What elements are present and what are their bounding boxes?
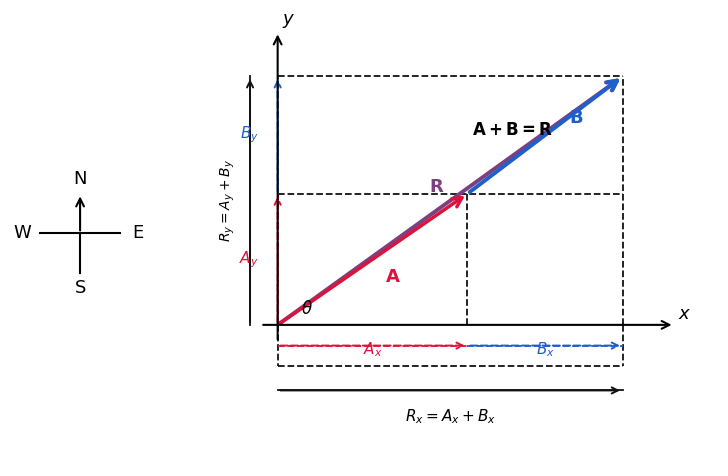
Text: $R_y = A_y + B_y$: $R_y = A_y + B_y$ bbox=[218, 159, 237, 242]
Text: $A_y$: $A_y$ bbox=[239, 249, 258, 269]
Text: $\mathbf{A + B = R}$: $\mathbf{A + B = R}$ bbox=[472, 121, 553, 139]
Text: $A_x$: $A_x$ bbox=[363, 340, 382, 359]
Text: N: N bbox=[74, 169, 87, 188]
Text: S: S bbox=[74, 279, 86, 297]
Text: W: W bbox=[13, 224, 31, 242]
Text: E: E bbox=[132, 224, 143, 242]
Text: $\mathbf{A}$: $\mathbf{A}$ bbox=[385, 268, 401, 286]
Text: $y$: $y$ bbox=[282, 12, 295, 30]
Text: $\mathbf{B}$: $\mathbf{B}$ bbox=[569, 109, 584, 127]
Text: $B_y$: $B_y$ bbox=[240, 125, 258, 145]
Text: $\theta$: $\theta$ bbox=[301, 300, 313, 318]
Text: $B_x$: $B_x$ bbox=[536, 340, 555, 359]
Text: $R_x = A_x + B_x$: $R_x = A_x + B_x$ bbox=[405, 407, 496, 426]
Text: $x$: $x$ bbox=[678, 305, 691, 323]
Text: $\mathbf{R}$: $\mathbf{R}$ bbox=[429, 178, 444, 196]
